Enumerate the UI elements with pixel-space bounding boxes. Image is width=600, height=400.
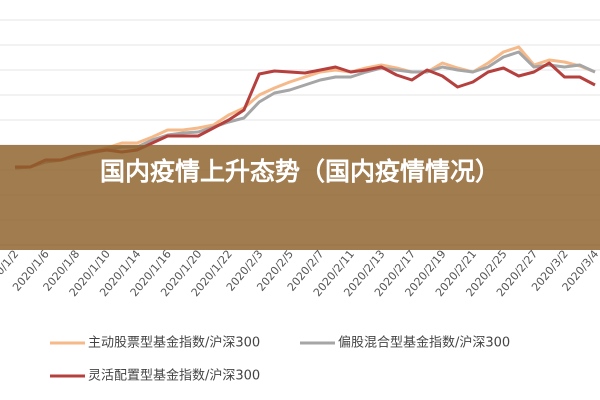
banner [0,145,600,250]
banner-box: 国内疫情上升态势（国内疫情情况） [99,157,500,186]
legend-label: 灵活配置型基金指数/沪深300 [88,368,260,384]
banner-title: 国内疫情上升态势（国内疫情情况） [99,157,500,186]
legend-label: 偏股混合型基金指数/沪深300 [338,335,510,351]
legend-label: 主动股票型基金指数/沪深300 [88,335,260,351]
